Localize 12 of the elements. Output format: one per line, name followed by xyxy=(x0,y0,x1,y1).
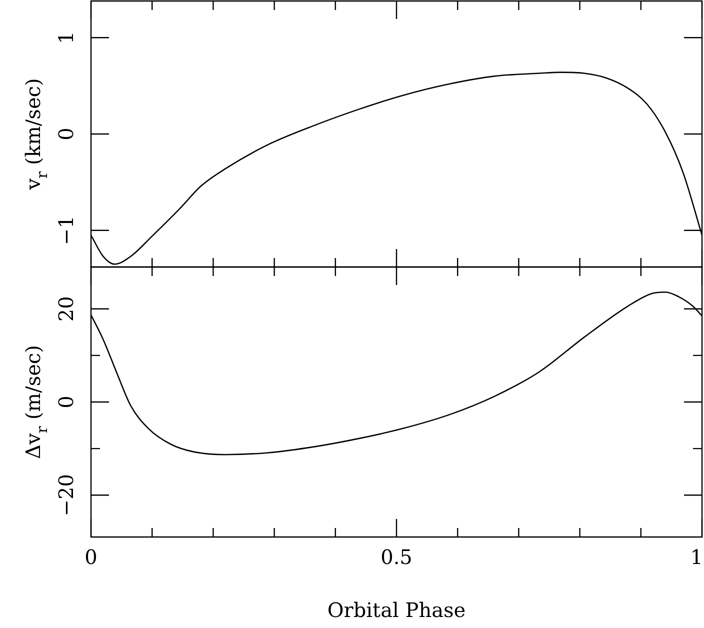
x-tick-label: 1 xyxy=(690,545,704,570)
x-tick-label: 0.5 xyxy=(380,545,412,570)
y-tick-label: −20 xyxy=(54,474,78,516)
y-tick-label: −1 xyxy=(54,216,78,246)
y-axis-title: Δvr (m/sec) xyxy=(21,345,51,459)
y-tick-label: 0 xyxy=(54,396,78,408)
y-tick-label: 20 xyxy=(54,296,78,322)
x-axis-title: Orbital Phase xyxy=(327,598,466,622)
x-tick-label: 0 xyxy=(84,545,98,570)
y-tick-label: 1 xyxy=(54,31,78,44)
y-tick-label: 0 xyxy=(54,128,78,140)
y-axis-title: vr (km/sec) xyxy=(21,78,51,191)
